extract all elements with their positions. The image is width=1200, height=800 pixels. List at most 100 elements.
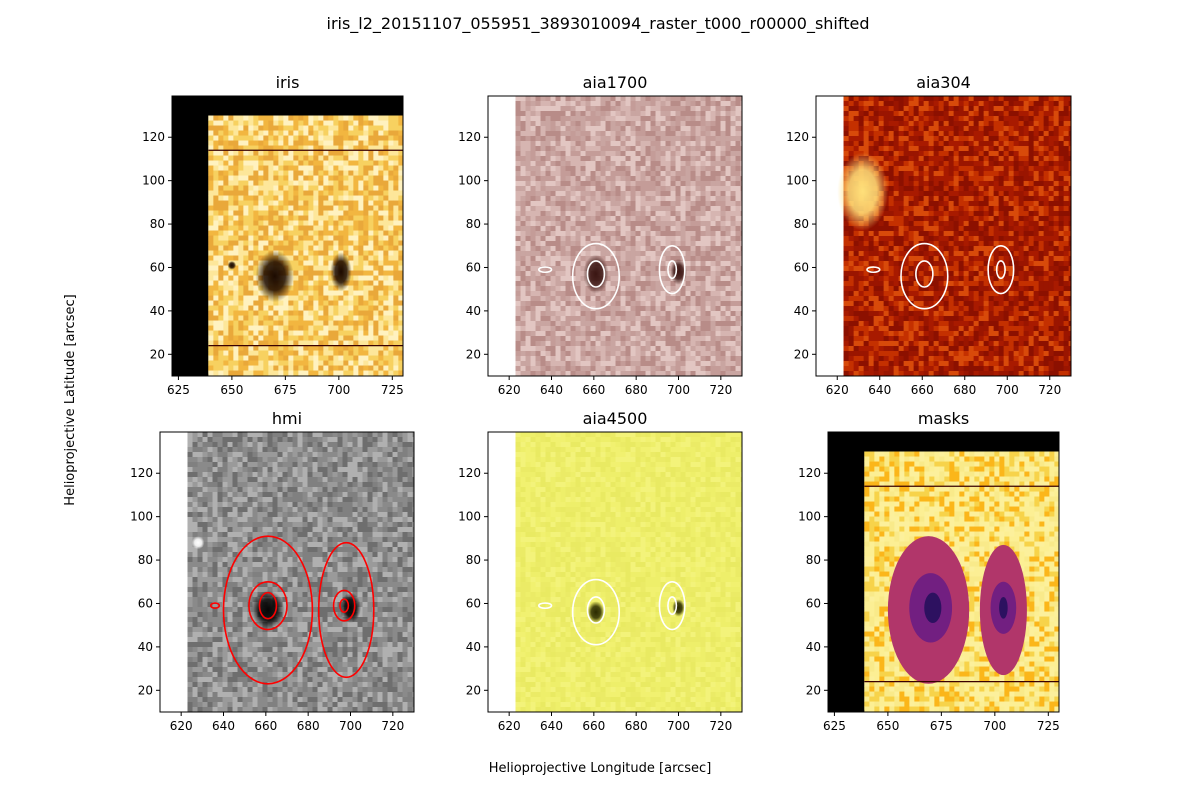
- contour-white: [658, 580, 686, 631]
- y-tick-label: 100: [130, 510, 153, 524]
- y-tick-label: 60: [806, 596, 821, 610]
- x-tick-label: 640: [540, 719, 563, 733]
- y-tick-label: 120: [142, 130, 165, 144]
- contour-white: [586, 260, 606, 288]
- x-tick-label: 680: [625, 719, 648, 733]
- x-tick-label: 720: [709, 719, 732, 733]
- y-tick-label: 60: [794, 260, 809, 274]
- y-tick-label: 20: [150, 347, 165, 361]
- panel-iris: iris 625 650 675 700 725 20 40 60 80 100 120: [142, 73, 404, 397]
- x-tick-label: 660: [582, 719, 605, 733]
- dark-spot: [330, 252, 352, 292]
- plot-area: [828, 432, 1059, 712]
- x-tick-label: 660: [911, 383, 934, 397]
- x-tick-label: 680: [297, 719, 320, 733]
- x-tick-label: 640: [540, 383, 563, 397]
- x-tick-label: 650: [220, 383, 243, 397]
- image-aia1700: [515, 96, 742, 376]
- y-tick-label: 40: [138, 640, 153, 654]
- y-tick-label: 120: [458, 466, 481, 480]
- y-tick-label: 100: [458, 174, 481, 188]
- contour-white: [586, 596, 606, 624]
- mask-region-core: [999, 596, 1008, 619]
- y-tick-label: 60: [150, 260, 165, 274]
- panel-masks: masks 625 650 675 700 725 20 40 60 80 100 120: [798, 409, 1060, 733]
- y-tick-label: 100: [458, 510, 481, 524]
- contour-white: [667, 596, 678, 616]
- y-tick-label: 60: [466, 260, 481, 274]
- x-tick-label: 620: [170, 719, 193, 733]
- axes-title: aia4500: [583, 409, 648, 428]
- y-tick-label: 100: [798, 510, 821, 524]
- contour-red: [248, 580, 288, 631]
- y-tick-label: 40: [466, 304, 481, 318]
- y-tick-label: 80: [806, 553, 821, 567]
- x-tick-label: 680: [625, 383, 648, 397]
- axes-frame: [815, 95, 1072, 377]
- x-tick-label: 725: [1037, 719, 1060, 733]
- image-aia4500: [515, 432, 742, 712]
- y-tick-label: 120: [130, 466, 153, 480]
- y-tick-label: 100: [142, 174, 165, 188]
- x-tick-label: 700: [327, 383, 350, 397]
- x-tick-label: 620: [498, 719, 521, 733]
- x-tick-label: 700: [983, 719, 1006, 733]
- x-tick-label: 675: [930, 719, 953, 733]
- y-tick-label: 40: [150, 304, 165, 318]
- x-tick-label: 725: [381, 383, 404, 397]
- plot-area: [172, 96, 403, 376]
- y-tick-label: 80: [794, 217, 809, 231]
- x-tick-label: 640: [212, 719, 235, 733]
- x-tick-label: 650: [876, 719, 899, 733]
- x-tick-label: 700: [667, 719, 690, 733]
- x-tick-label: 640: [868, 383, 891, 397]
- contour-white: [915, 260, 934, 288]
- y-tick-label: 80: [466, 553, 481, 567]
- y-tick-label: 20: [466, 347, 481, 361]
- plot-area: [488, 96, 742, 376]
- mask-region-core: [924, 592, 942, 624]
- contour-red: [222, 535, 314, 685]
- axes-title: aia304: [916, 73, 971, 92]
- y-tick-label: 20: [806, 683, 821, 697]
- y-tick-label: 120: [458, 130, 481, 144]
- x-tick-label: 620: [826, 383, 849, 397]
- contour-red: [317, 541, 375, 679]
- contour-white: [667, 260, 678, 280]
- x-tick-label: 720: [1038, 383, 1061, 397]
- y-tick-label: 20: [138, 683, 153, 697]
- panel-aia304: aia304 620 640 660 680 700 720 20 40 60 80 100 120: [786, 73, 1072, 397]
- axes-title: iris: [276, 73, 300, 92]
- axes-frame: [171, 95, 404, 377]
- contour-white: [995, 260, 1006, 280]
- y-tick-label: 80: [466, 217, 481, 231]
- bright-spot: [837, 152, 889, 231]
- y-tick-label: 80: [138, 553, 153, 567]
- contour-red: [258, 591, 278, 620]
- contour-red: [332, 589, 356, 622]
- y-tick-label: 40: [794, 304, 809, 318]
- dark-spot: [227, 260, 237, 270]
- contour-white: [571, 578, 621, 646]
- y-tick-label: 20: [466, 683, 481, 697]
- figure-xlabel: Helioprojective Longitude [arcsec]: [489, 761, 712, 776]
- y-tick-label: 60: [138, 596, 153, 610]
- x-tick-label: 675: [274, 383, 297, 397]
- y-tick-label: 40: [806, 640, 821, 654]
- x-tick-label: 720: [381, 719, 404, 733]
- axes-frame: [159, 431, 415, 713]
- dark-spot: [587, 601, 605, 624]
- x-tick-label: 720: [709, 383, 732, 397]
- dark-spot: [255, 250, 294, 303]
- contour-white: [987, 244, 1015, 295]
- y-tick-label: 40: [466, 640, 481, 654]
- axes-frame: [487, 95, 743, 377]
- contour-red: [339, 598, 350, 613]
- y-tick-label: 20: [794, 347, 809, 361]
- plot-area: [816, 96, 1071, 376]
- y-tick-label: 80: [150, 217, 165, 231]
- image-aia304: [843, 96, 1071, 376]
- contour-white: [866, 266, 881, 274]
- x-tick-label: 620: [498, 383, 521, 397]
